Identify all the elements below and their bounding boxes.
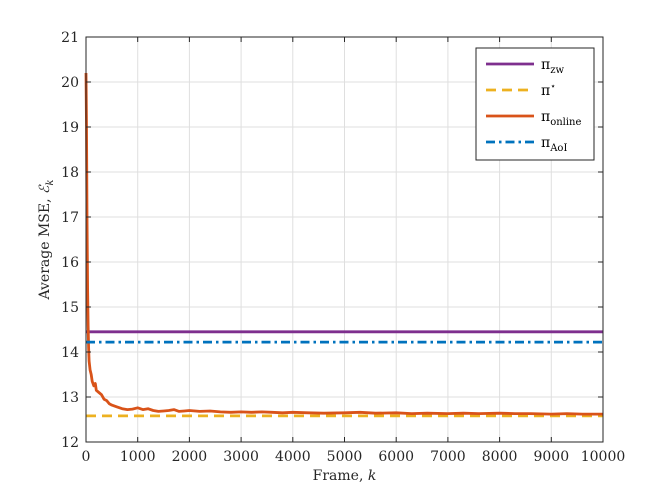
x-tick-label: 0 bbox=[82, 449, 91, 465]
y-tick-label: 14 bbox=[61, 345, 79, 361]
legend-label-star: π⋆ bbox=[541, 82, 556, 99]
y-tick-label: 18 bbox=[61, 165, 79, 181]
x-tick-label: 1000 bbox=[120, 449, 156, 465]
series-line-online bbox=[84, 72, 603, 416]
ticks: 0 1000 2000 3000 4000 5000 6000 7000 8000 9000 100… bbox=[61, 30, 625, 465]
legend-box bbox=[475, 47, 595, 161]
y-tick-label: 15 bbox=[61, 300, 79, 316]
y-tick-label: 12 bbox=[61, 435, 79, 451]
x-tick-label: 5000 bbox=[327, 449, 363, 465]
y-tick-label: 13 bbox=[61, 390, 79, 406]
legend: πzw π⋆ πonline πAoI bbox=[475, 47, 595, 161]
x-axis-label: Frame, k bbox=[313, 468, 377, 484]
x-tick-label: 3000 bbox=[223, 449, 259, 465]
legend-label-zw: πzw bbox=[541, 57, 564, 76]
y-tick-label: 21 bbox=[61, 30, 79, 46]
y-tick-label: 17 bbox=[61, 210, 79, 226]
x-tick-label: 2000 bbox=[172, 449, 208, 465]
x-tick-label: 7000 bbox=[430, 449, 466, 465]
y-tick-label: 20 bbox=[61, 75, 79, 91]
series-layer bbox=[84, 72, 603, 418]
legend-label-aoi: πAoI bbox=[541, 135, 567, 154]
y-tick-label: 16 bbox=[61, 255, 79, 271]
x-tick-label: 8000 bbox=[482, 449, 518, 465]
legend-label-online: πonline bbox=[541, 109, 582, 128]
x-tick-label: 6000 bbox=[378, 449, 414, 465]
x-tick-label: 10000 bbox=[581, 449, 626, 465]
y-tick-label: 19 bbox=[61, 120, 79, 136]
x-tick-label: 4000 bbox=[275, 449, 311, 465]
y-axis-label: Average MSE, ℰk bbox=[37, 179, 56, 300]
x-tick-label: 9000 bbox=[533, 449, 569, 465]
